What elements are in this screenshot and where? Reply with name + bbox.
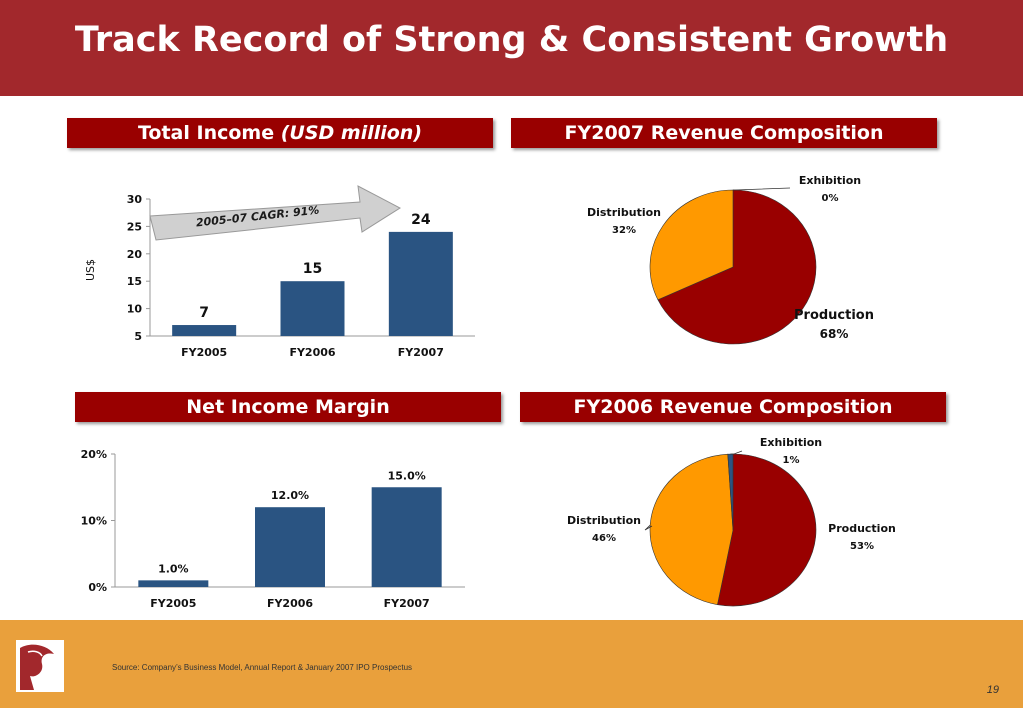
footer	[0, 620, 1023, 708]
x-tick-label: FY2006	[267, 597, 313, 610]
title-bar	[0, 0, 1023, 96]
pie-leader-line	[644, 524, 653, 531]
bar	[138, 580, 209, 587]
fy2007-revenue-pie: Production 68% Distribution 32% Exhibition 0%	[587, 174, 874, 345]
pie-label: Distribution	[567, 514, 641, 527]
y-tick-label: 20	[127, 248, 143, 261]
bar	[388, 231, 453, 336]
source-note: Source: Company’s Business Model, Annual…	[112, 663, 413, 672]
y-tick-label: 25	[127, 220, 142, 233]
pie-value-label: 53%	[850, 541, 874, 552]
data-label: 1.0%	[158, 562, 189, 575]
pie-label: Production	[794, 308, 874, 323]
pie-slice	[649, 453, 734, 605]
data-label: 15	[303, 261, 322, 277]
pie-value-label: 68%	[820, 327, 849, 341]
page-title: Track Record of Strong & Consistent Grow…	[74, 20, 949, 60]
fy2007-composition-header: FY2007 Revenue Composition	[511, 118, 937, 148]
total-income-header-unit: (USD million)	[280, 122, 423, 144]
y-axis-label: US$	[84, 259, 97, 281]
page-number: 19	[986, 684, 999, 696]
company-logo	[16, 640, 64, 692]
y-tick-label: 20%	[81, 448, 107, 461]
pie-leader-line	[730, 450, 743, 455]
y-tick-label: 15	[127, 275, 142, 288]
y-tick-label: 5	[134, 330, 142, 343]
pie-value-label: 1%	[783, 455, 800, 466]
y-tick-label: 10	[127, 303, 143, 316]
y-tick-label: 30	[127, 193, 143, 206]
x-tick-label: FY2006	[289, 346, 335, 359]
bar	[280, 281, 345, 336]
net-income-margin-header: Net Income Margin	[75, 392, 501, 422]
pie-value-label: 46%	[592, 533, 616, 544]
data-label: 15.0%	[388, 469, 426, 482]
net-income-margin-chart: 0% 10% 20% 1.0% FY2005 12.0% FY2006 15.0% FY2007	[81, 448, 465, 610]
pie-label: Distribution	[587, 206, 661, 219]
data-label: 24	[411, 212, 431, 228]
data-label: 12.0%	[271, 489, 309, 502]
fy2006-revenue-pie: Production 53% Distribution 46% Exhibition 1%	[567, 436, 896, 607]
pie-slice	[657, 189, 817, 345]
pie-label: Production	[828, 522, 896, 535]
x-tick-label: FY2007	[384, 597, 430, 610]
data-label: 7	[199, 305, 209, 321]
total-income-header: Total Income (USD million)	[67, 118, 493, 148]
bar	[172, 325, 237, 336]
pie-slice	[717, 453, 817, 607]
bar	[371, 487, 442, 587]
pie-slice	[649, 189, 734, 301]
y-tick-label: 10%	[81, 515, 107, 528]
bar	[255, 507, 325, 587]
y-tick-label: 0%	[88, 581, 107, 594]
total-income-header-main: Total Income	[137, 122, 281, 144]
cagr-arrow	[149, 185, 402, 241]
pie-label: Exhibition	[760, 436, 822, 449]
pie-leader-line	[733, 187, 791, 191]
x-tick-label: FY2007	[398, 346, 444, 359]
pie-value-label: 0%	[822, 193, 839, 204]
x-tick-label: FY2005	[181, 346, 227, 359]
total-income-chart: 2005–07 CAGR: 91% US$ 510152025307FY2005…	[84, 185, 475, 359]
pie-label: Exhibition	[799, 174, 861, 187]
pie-value-label: 32%	[612, 225, 636, 236]
fy2006-composition-header: FY2006 Revenue Composition	[520, 392, 946, 422]
x-tick-label: FY2005	[150, 597, 196, 610]
